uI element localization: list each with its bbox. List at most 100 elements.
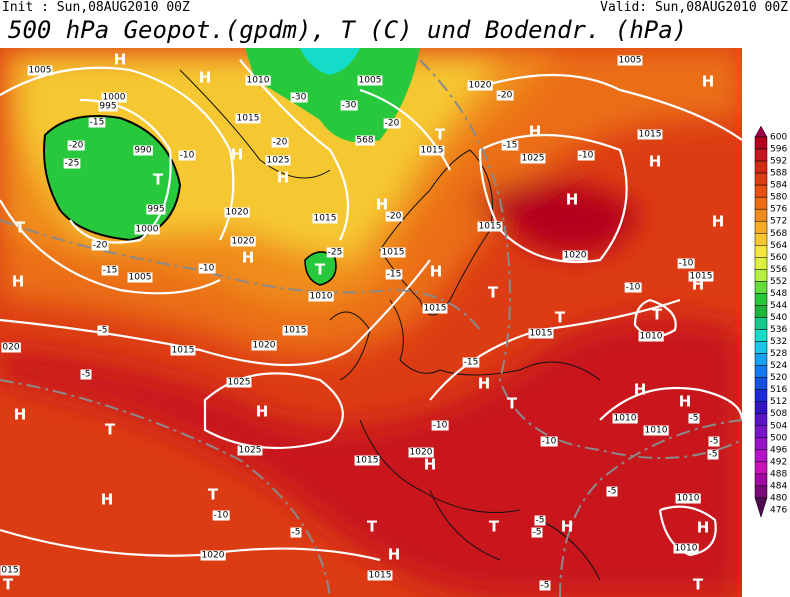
temperature-label: -15	[90, 118, 105, 128]
isobar-label: 1015	[172, 346, 195, 356]
isobar-label-box	[312, 213, 338, 224]
temperature-label-box	[383, 118, 401, 129]
colorbar-label: 584	[770, 181, 787, 191]
pressure-center: T	[435, 126, 446, 144]
isobar-label: 1015	[479, 222, 502, 232]
isobar-label: 1025	[228, 378, 251, 388]
temperature-label-box	[67, 140, 85, 151]
pressure-center: T	[315, 261, 326, 279]
isobar-label-box	[419, 145, 445, 156]
isobar-label-box	[133, 145, 153, 156]
temperature-label: -30	[342, 101, 357, 111]
isobar-label: 1015	[421, 146, 444, 156]
isobar-label: 1010	[247, 76, 270, 86]
isobar-label: 1015	[639, 130, 662, 140]
isobar-label-box	[0, 565, 20, 576]
isobar-label-box	[638, 331, 664, 342]
colorbar-swatch	[754, 473, 768, 487]
colorbar-swatch	[754, 136, 768, 150]
pressure-center: H	[114, 51, 127, 69]
colorbar-swatch	[754, 184, 768, 198]
isobar-label-box	[1, 342, 21, 353]
temperature-label-box	[462, 357, 480, 368]
isobar-label-box	[146, 204, 166, 215]
temperature-label: -20	[69, 141, 84, 151]
pressure-center: T	[153, 171, 164, 189]
isobar-label: 1010	[675, 544, 698, 554]
temperature-label: -10	[433, 421, 448, 431]
isobar-label-box	[612, 413, 638, 424]
isobar-label: 1025	[239, 446, 262, 456]
temperature-label-box	[212, 510, 230, 521]
isobar-label-box	[528, 328, 554, 339]
pressure-center: T	[489, 518, 500, 536]
colorbar-label: 596	[770, 145, 787, 155]
geopotential-label-box	[355, 135, 375, 146]
colorbar-label: 520	[770, 373, 787, 383]
pressure-center: H	[566, 191, 579, 209]
pressure-center: H	[256, 403, 269, 421]
isobar-label-box	[27, 65, 53, 76]
pressure-center: T	[507, 395, 518, 413]
temperature-label: -25	[65, 159, 80, 169]
isobar-label-box	[520, 153, 546, 164]
isobar-label-box	[251, 340, 277, 351]
isobar-label-box	[477, 221, 503, 232]
isobar-label: 1020	[232, 237, 255, 247]
colorbar-swatch	[754, 281, 768, 294]
colorbar-swatch	[754, 425, 768, 439]
colorbar-label: 516	[770, 385, 787, 395]
colorbar-swatch	[754, 196, 768, 210]
colorbar-swatch	[754, 269, 768, 282]
temperature-label: -5	[541, 581, 550, 591]
pressure-center: T	[367, 518, 378, 536]
colorbar-label: 544	[770, 301, 787, 311]
temperature-label-box	[677, 258, 695, 269]
temperature-label-box	[624, 282, 642, 293]
temperature-label: -20	[387, 212, 402, 222]
pressure-center: T	[15, 219, 26, 237]
isobar-label: 1020	[410, 448, 433, 458]
isobar-label-box	[237, 445, 263, 456]
temperature-label: -15	[387, 270, 402, 280]
pressure-center: H	[712, 213, 725, 231]
pressure-center: H	[388, 546, 401, 564]
isobar-label: 1010	[645, 426, 668, 436]
temperature-label: -5	[608, 487, 617, 497]
map-title: 500 hPa Geopot.(gpdm), T (C) und Bodendr…	[8, 16, 687, 44]
colorbar-swatch	[754, 365, 768, 378]
temperature-label-box	[496, 90, 514, 101]
isobar-label: 1005	[619, 56, 642, 66]
colorbar-swatch	[754, 220, 768, 234]
init-time: Init : Sun,08AUG2010 00Z	[2, 0, 190, 15]
temperature-label-box	[101, 265, 119, 276]
colorbar-label: 504	[770, 421, 787, 431]
temperature-label-box	[88, 117, 106, 128]
isobar-label-box	[380, 247, 406, 258]
temperature-label-box	[707, 449, 719, 460]
colorbar-label: 576	[770, 205, 787, 215]
colorbar-swatch	[754, 317, 768, 330]
temperature-label-box	[385, 269, 403, 280]
temperature-label-box	[708, 436, 720, 447]
pressure-center: H	[376, 196, 389, 214]
pressure-center: T	[3, 576, 14, 594]
isobar-label: 1015	[237, 114, 260, 124]
pressure-center: T	[693, 576, 704, 594]
pressure-center: H	[430, 263, 443, 281]
isobar-label: 1000	[103, 93, 126, 103]
isobar-label-box	[688, 271, 714, 282]
colorbar-swatch	[754, 461, 768, 475]
isobar-label-box	[643, 425, 669, 436]
colorbar-label: 512	[770, 397, 787, 407]
isobar-label-box	[282, 325, 308, 336]
pressure-center: H	[277, 169, 290, 187]
temperature-label-box	[80, 369, 92, 380]
colorbar-swatch	[754, 437, 768, 451]
isobar-label: 1020	[564, 251, 587, 261]
colorbar-label: 600	[770, 133, 787, 143]
colorbar-swatch	[754, 329, 768, 342]
temperature-label-box	[198, 263, 216, 274]
isobar-label-box	[422, 303, 448, 314]
